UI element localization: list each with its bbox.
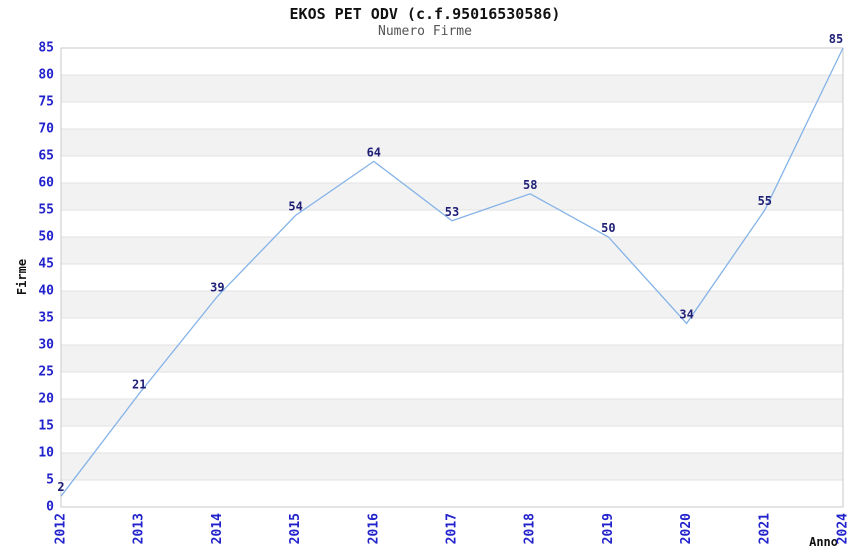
data-point-label: 54	[288, 199, 302, 213]
y-axis-title: Firme	[15, 259, 29, 295]
y-tick-label: 5	[46, 473, 54, 488]
y-tick-label: 15	[38, 419, 54, 434]
x-tick-label: 2018	[523, 513, 538, 544]
data-point-label: 55	[758, 194, 772, 208]
x-tick-label: 2019	[601, 513, 616, 544]
gridlines	[61, 47, 843, 508]
x-axis-ticks: 2012 2013 2014 2015 2016 2017 2018 2019 2020 2021…	[54, 513, 850, 544]
x-axis-title: Anno	[809, 535, 838, 549]
y-tick-label: 80	[38, 68, 54, 83]
data-point-label: 34	[679, 307, 693, 321]
y-tick-label: 65	[38, 149, 54, 164]
data-point-label: 50	[601, 221, 615, 235]
x-tick-label: 2015	[288, 513, 303, 544]
x-tick-label: 2013	[132, 513, 147, 544]
plot-border	[60, 47, 844, 508]
y-tick-label: 30	[38, 338, 54, 353]
x-tick-label: 2024	[836, 513, 850, 544]
data-point-label: 2	[57, 480, 64, 494]
y-tick-label: 75	[38, 95, 54, 110]
y-tick-label: 10	[38, 446, 54, 461]
y-tick-label: 20	[38, 392, 54, 407]
y-tick-label: 35	[38, 311, 54, 326]
data-point-label: 39	[210, 280, 224, 294]
y-tick-label: 55	[38, 203, 54, 218]
y-tick-label: 25	[38, 365, 54, 380]
y-tick-label: 45	[38, 257, 54, 272]
data-labels: 2 21 39 54 64 53 58 50 34 55 85	[57, 32, 843, 494]
y-tick-label: 60	[38, 176, 54, 191]
x-tick-label: 2016	[366, 513, 381, 544]
chart-subtitle: Numero Firme	[378, 24, 472, 39]
x-tick-label: 2021	[757, 513, 772, 544]
y-tick-label: 0	[46, 500, 54, 515]
x-tick-label: 2020	[679, 513, 694, 544]
y-tick-label: 85	[38, 41, 54, 56]
series-line	[60, 47, 844, 497]
plot-bands	[61, 75, 843, 480]
x-tick-label: 2014	[210, 513, 225, 544]
x-tick-label: 2017	[445, 513, 460, 544]
data-point-label: 53	[445, 205, 459, 219]
chart-title: EKOS PET ODV (c.f.95016530586)	[290, 5, 561, 23]
data-point-label: 21	[132, 378, 146, 392]
data-point-label: 58	[523, 178, 537, 192]
data-point-label: 85	[829, 32, 843, 46]
y-tick-label: 40	[38, 284, 54, 299]
y-axis-ticks: 0 5 10 15 20 25 30 35 40 45 50 55 60 65 70 75 80 85	[38, 41, 54, 515]
y-tick-label: 70	[38, 122, 54, 137]
data-point-label: 64	[367, 145, 381, 159]
y-tick-label: 50	[38, 230, 54, 245]
x-tick-label: 2012	[54, 513, 69, 544]
